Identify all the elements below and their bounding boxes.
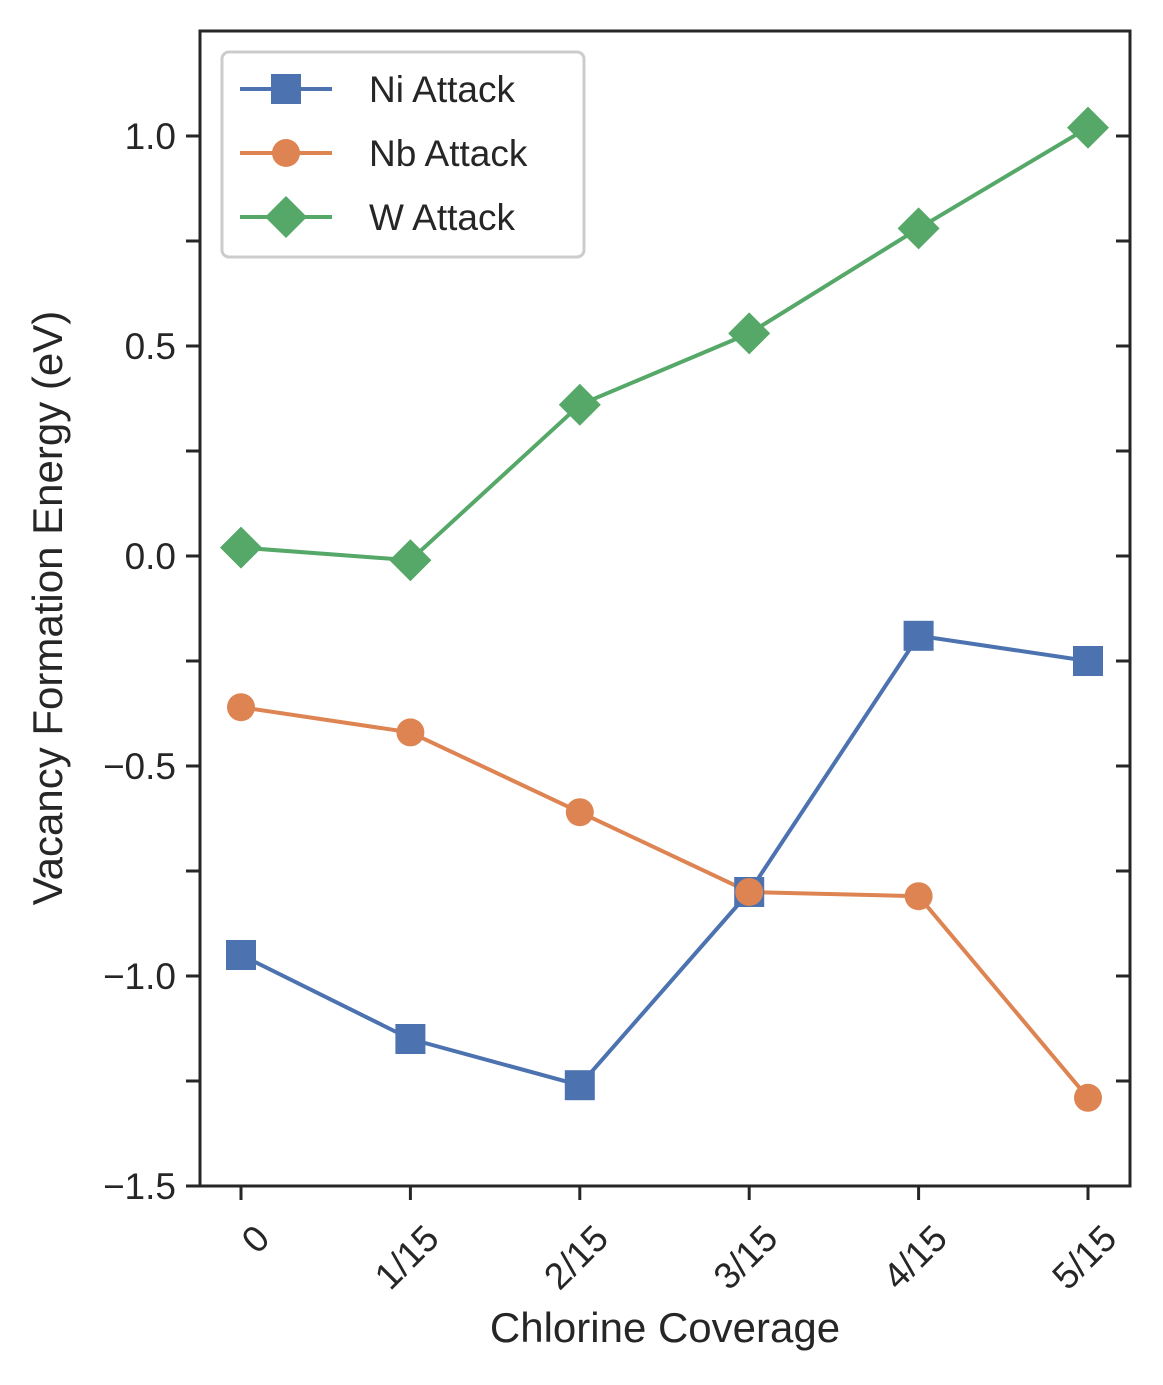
y-tick-label: 0.0: [125, 536, 176, 577]
x-tick-label: 0: [234, 1217, 278, 1261]
data-point-nb-attack: [904, 882, 933, 911]
legend: Ni Attack Nb Attack W Attack: [220, 50, 586, 259]
legend-label: Ni Attack: [369, 69, 515, 110]
legend-label: W Attack: [369, 197, 515, 238]
y-tick-label: −1.5: [103, 1166, 176, 1207]
data-point-w-attack: [1067, 106, 1109, 149]
y-axis: −1.5 −1.0 −0.5 0.0 0.5 1.0: [103, 116, 1130, 1207]
x-tick-label: 1/15: [367, 1217, 447, 1297]
x-tick-label: 2/15: [536, 1217, 616, 1297]
x-tick-label: 4/15: [875, 1217, 955, 1297]
legend-label: Nb Attack: [369, 133, 528, 174]
data-point-ni-attack: [1073, 646, 1103, 676]
data-point-ni-attack: [564, 1070, 595, 1101]
data-point-w-attack: [220, 526, 262, 569]
series-lines: [240, 125, 1090, 1100]
y-tick-label: 1.0: [125, 116, 176, 157]
x-axis-title: Chlorine Coverage: [490, 1304, 840, 1351]
legend-box: [220, 50, 586, 259]
y-tick-label: 0.5: [125, 326, 176, 367]
legend-marker: [265, 196, 307, 238]
series-line-nb-attack: [240, 705, 1090, 1100]
data-point-nb-attack: [1074, 1083, 1102, 1112]
data-point-w-attack: [558, 383, 601, 426]
series-markers: [220, 106, 1109, 1112]
plot-frame: [198, 29, 1132, 1188]
y-axis-title: Vacancy Formation Energy (eV): [24, 311, 71, 905]
data-point-nb-attack: [735, 878, 764, 906]
x-tick-label: 3/15: [706, 1217, 786, 1297]
data-point-w-attack: [389, 539, 432, 582]
series-line-ni-attack: [240, 633, 1089, 1088]
data-point-ni-attack: [395, 1024, 426, 1054]
data-point-nb-attack: [396, 718, 425, 747]
data-point-w-attack: [897, 207, 940, 250]
y-tick-label: −0.5: [103, 746, 176, 787]
legend-marker: [272, 139, 300, 167]
x-axis: 0 1/15 2/15 3/15 4/15 5/15: [234, 1186, 1124, 1297]
data-point-nb-attack: [565, 798, 594, 827]
data-point-nb-attack: [227, 693, 255, 722]
data-point-ni-attack: [903, 620, 934, 651]
series-line-w-attack: [240, 125, 1090, 563]
y-tick-label: −1.0: [103, 956, 176, 997]
x-tick-label: 5/15: [1044, 1217, 1124, 1297]
data-point-w-attack: [728, 312, 771, 355]
data-point-ni-attack: [226, 940, 256, 970]
legend-marker: [271, 74, 301, 104]
